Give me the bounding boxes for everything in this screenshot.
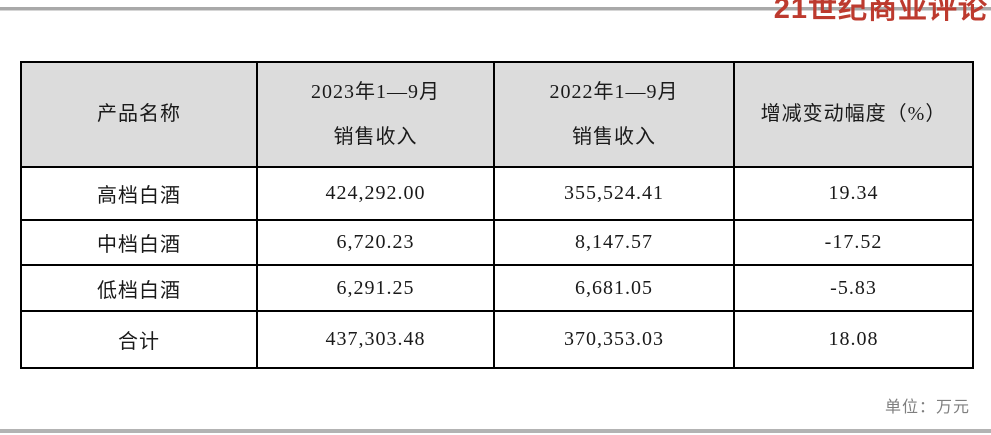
bottom-divider-rule [0, 429, 991, 433]
header-2022-revenue: 2022年1—9月 销售收入 [493, 61, 735, 168]
header-2023-line2: 销售收入 [333, 125, 418, 148]
table-row-high-grade: 高档白酒 424,292.00 355,524.41 19.34 [20, 166, 974, 221]
cell-change: 19.34 [733, 166, 974, 221]
header-2022-line1: 2022年1—9月 [549, 80, 679, 103]
header-change-percent: 增减变动幅度（%） [733, 61, 974, 168]
header-2023-line1: 2023年1—9月 [311, 80, 440, 103]
cell-rev-2022: 6,681.05 [493, 264, 735, 312]
table-row-low-grade: 低档白酒 6,291.25 6,681.05 -5.83 [20, 264, 974, 312]
brand-logo: 21世纪商业评论 [773, 0, 988, 25]
table-row-total: 合计 437,303.48 370,353.03 18.08 [20, 310, 974, 369]
cell-rev-2022: 8,147.57 [493, 219, 735, 266]
cell-rev-2022: 370,353.03 [493, 310, 735, 369]
cell-rev-2023: 6,291.25 [256, 264, 495, 312]
header-product-name: 产品名称 [20, 61, 258, 168]
cell-change: 18.08 [733, 310, 974, 369]
logo-dash-mark [818, 7, 829, 10]
cell-rev-2023: 437,303.48 [256, 310, 495, 369]
table-header-row: 产品名称 2023年1—9月 销售收入 2022年1—9月 销售收入 增减变动幅… [20, 61, 974, 168]
cell-change: -17.52 [733, 219, 974, 266]
cell-product: 高档白酒 [20, 166, 258, 221]
cell-change: -5.83 [733, 264, 974, 312]
cell-rev-2023: 6,720.23 [256, 219, 495, 266]
top-divider-rule [0, 7, 991, 11]
header-2022-line2: 销售收入 [572, 125, 656, 148]
sales-revenue-table: 产品名称 2023年1—9月 销售收入 2022年1—9月 销售收入 增减变动幅… [20, 61, 974, 369]
cell-product: 低档白酒 [20, 264, 258, 312]
cell-product: 合计 [20, 310, 258, 369]
header-2023-revenue: 2023年1—9月 销售收入 [256, 61, 495, 168]
cell-product: 中档白酒 [20, 219, 258, 266]
header-change-percent-label: 增减变动幅度（%） [760, 103, 947, 125]
header-product-name-label: 产品名称 [97, 103, 181, 125]
unit-note: 单位：万元 [884, 399, 970, 416]
cell-rev-2023: 424,292.00 [256, 166, 495, 221]
table-row-mid-grade: 中档白酒 6,720.23 8,147.57 -17.52 [20, 219, 974, 266]
cell-rev-2022: 355,524.41 [493, 166, 735, 221]
